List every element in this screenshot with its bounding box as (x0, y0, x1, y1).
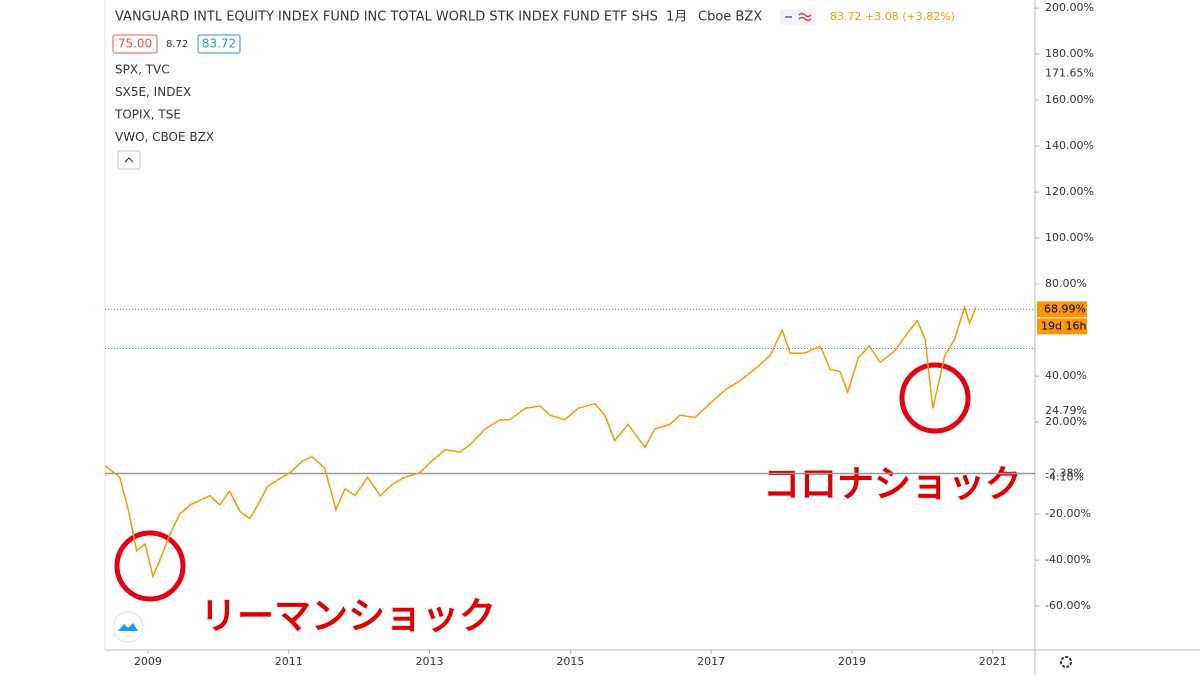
settings-icon[interactable] (1060, 656, 1072, 668)
logo-mark (118, 623, 138, 631)
legend-entry: SX5E, INDEX (115, 85, 191, 99)
legend-entry: SPX, TVC (115, 63, 170, 77)
x-tick-label: 2011 (275, 655, 303, 668)
y-tick-label: -60.00% (1045, 599, 1091, 612)
highlight-circle (114, 530, 186, 602)
y-tick-label: 160.00% (1045, 93, 1094, 106)
status-icon-wave (798, 12, 812, 22)
spread: 8.72 (166, 39, 188, 50)
y-tick-label: 200.00% (1045, 1, 1094, 14)
y-tick-label: -20.00% (1045, 507, 1091, 520)
bid: 75.00 (118, 37, 152, 51)
x-tick-label: 2017 (697, 655, 725, 668)
logo[interactable] (112, 611, 144, 643)
quote: 83.72 +3.08 (+3.82%) (830, 10, 955, 23)
y-tick-label: -40.00% (1045, 553, 1091, 566)
countdown-box (1037, 318, 1087, 335)
y-tick-label: 20.00% (1045, 415, 1087, 428)
legend-entry: VWO, CBOE BZX (115, 130, 214, 144)
annotation: コロナショック (763, 463, 1022, 506)
exchange: Cboe BZX (698, 10, 762, 25)
y-tick-label: 140.00% (1045, 139, 1094, 152)
collapse-button[interactable] (117, 150, 141, 170)
y-tick-label: 120.00% (1045, 185, 1094, 198)
x-tick-label: 2021 (979, 655, 1007, 668)
x-tick-label: 2015 (556, 655, 584, 668)
legend-entry: TOPIX, TSE (114, 108, 181, 122)
ask-box[interactable] (197, 34, 241, 54)
countdown: 19d 16h (1041, 319, 1086, 332)
collapse-chevron (124, 157, 134, 163)
y-tick-label: 80.00% (1045, 277, 1087, 290)
interval: 1月 (666, 10, 687, 25)
price-line (104, 304, 977, 579)
x-tick-label: 2019 (838, 655, 866, 668)
bid-box[interactable] (112, 34, 158, 54)
last-price-box (1037, 301, 1087, 318)
y-tick-label: 100.00% (1045, 231, 1094, 244)
last-price-label: 68.99% (1044, 302, 1086, 315)
scale-label: 171.65% (1045, 66, 1094, 79)
ask: 83.72 (202, 37, 236, 51)
x-tick-label: 2013 (416, 655, 444, 668)
highlight-circle (899, 362, 971, 434)
base-line-label: -2.38% (1045, 467, 1084, 480)
annotation: リーマンショック (200, 595, 496, 638)
x-tick-label: 2009 (134, 655, 162, 668)
chart-title: VANGUARD INTL EQUITY INDEX FUND INC TOTA… (115, 10, 658, 25)
scale-label: -4.10% (1045, 470, 1084, 483)
y-tick-label: 40.00% (1045, 369, 1087, 382)
scale-label: 24.79% (1045, 404, 1087, 417)
y-tick-label: 180.00% (1045, 47, 1094, 60)
